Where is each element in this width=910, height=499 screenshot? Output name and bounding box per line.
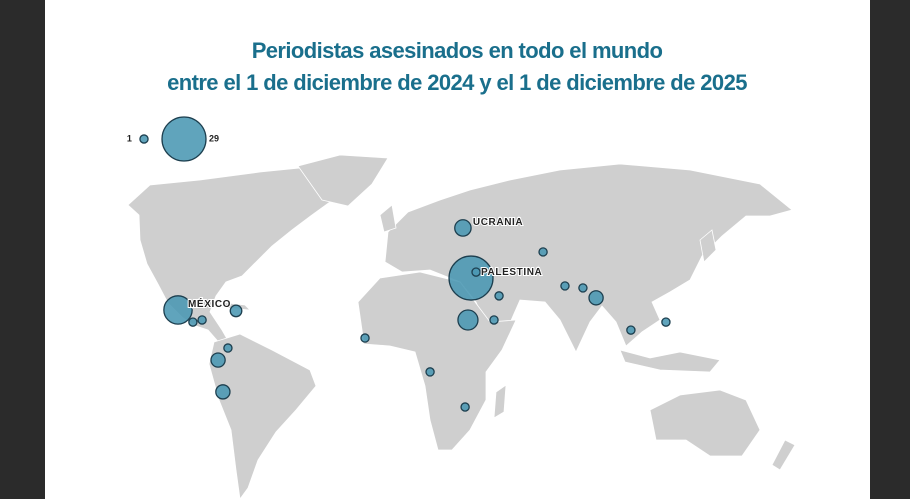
uk — [379, 204, 397, 233]
title-line-2: entre el 1 de diciembre de 2024 y el 1 d… — [167, 70, 747, 95]
bubble — [215, 384, 231, 400]
bubble — [626, 325, 636, 335]
legend-max-label: 29 — [209, 133, 219, 143]
bubble — [448, 255, 494, 301]
legend-bubble-max — [161, 116, 207, 162]
indonesia — [619, 349, 721, 373]
bubble — [454, 219, 472, 237]
greenland — [297, 154, 389, 207]
japan — [699, 229, 717, 263]
bubble — [457, 309, 479, 331]
legend-min-label: 1 — [127, 133, 132, 143]
bubble — [494, 291, 504, 301]
bubble — [460, 402, 470, 412]
legend-bubble-min — [139, 134, 149, 144]
bubble — [578, 283, 588, 293]
bubble — [197, 315, 207, 325]
bubble — [661, 317, 671, 327]
country-label: MÉXICO — [188, 297, 231, 310]
madagascar — [493, 384, 507, 419]
bubbles: PALESTINA UCRANIA MÉXICO — [163, 216, 671, 412]
bubble — [210, 352, 226, 368]
legend: 1 29 — [127, 116, 219, 162]
bubble — [223, 343, 233, 353]
bubble — [163, 295, 193, 325]
right-bar — [870, 0, 910, 499]
bubble — [360, 333, 370, 343]
bubble — [538, 247, 548, 257]
bubble — [489, 315, 499, 325]
bubble — [471, 267, 481, 277]
south-america — [208, 333, 317, 499]
title-line-1: Periodistas asesinados en todo el mundo — [252, 38, 663, 63]
bubble — [188, 317, 198, 327]
bubble — [560, 281, 570, 291]
bubble — [229, 304, 243, 318]
bubble — [588, 290, 604, 306]
left-bar — [0, 0, 45, 499]
country-label: UCRANIA — [473, 217, 523, 228]
new-zealand — [771, 439, 796, 471]
country-label: PALESTINA — [481, 267, 542, 278]
australia — [649, 389, 761, 457]
bubble — [425, 367, 435, 377]
